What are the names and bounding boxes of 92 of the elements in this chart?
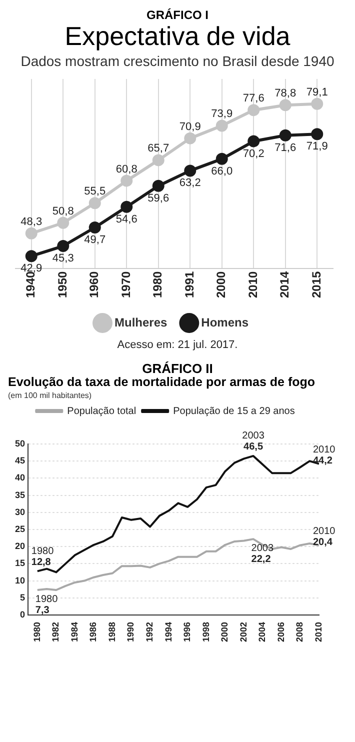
x-tick-label: 1992 [144, 622, 155, 642]
point [25, 250, 38, 262]
x-tick-label: 2006 [276, 622, 286, 642]
y-tick-label: 45 [14, 456, 26, 466]
data-label: 70,2 [242, 147, 264, 160]
chart-subtitle: (em 100 mil habitantes) [8, 391, 93, 400]
legend-label: Homens [201, 314, 249, 329]
data-label: 65,7 [148, 142, 170, 154]
text: GRÁFICO II [141, 360, 214, 376]
x-tick-label: 1996 [182, 622, 192, 642]
y-tick-label: 30 [14, 507, 26, 518]
y-tick-label: 40 [14, 473, 26, 484]
x-tick-label: 2002 [238, 622, 248, 642]
x-tick-label: 1980 [32, 622, 42, 642]
annotation: 2010 44,2 [313, 444, 336, 467]
point [248, 104, 260, 116]
data-label: 45,3 [52, 252, 74, 264]
y-tick-label: 10 [14, 576, 26, 586]
x-tick-label: 1990 [126, 622, 136, 642]
x-tick-label: 1998 [200, 622, 211, 642]
point [152, 154, 164, 166]
x-tick-label: 2014 [278, 270, 292, 298]
point [184, 164, 196, 176]
x-tick-label: 1950 [55, 270, 70, 298]
x-tick-label: 1988 [106, 622, 117, 642]
data-label: 55,5 [84, 185, 106, 198]
x-tick-label: 2008 [294, 622, 305, 642]
legend-label: Mulheres [114, 314, 168, 329]
data-label: 50,8 [52, 204, 74, 217]
annotation: 2003 22,2 [251, 543, 274, 566]
point [120, 200, 133, 212]
point [279, 128, 292, 141]
text: GRÁFICO I [146, 8, 210, 22]
point [57, 216, 70, 228]
x-tick-label: 2010 [246, 270, 260, 298]
x-tick-label: 2015 [309, 270, 324, 298]
data-label: 66,0 [211, 165, 233, 178]
point [120, 174, 133, 186]
y-tick-label: 15 [14, 558, 26, 569]
x-tick-label: 2004 [257, 622, 268, 642]
point [25, 226, 38, 239]
x-tick-label: 1980 [150, 270, 165, 298]
data-label: 77,6 [242, 92, 264, 104]
x-tick-label: 1984 [69, 622, 80, 642]
y-tick-label: 35 [14, 490, 26, 500]
data-label: 71,6 [274, 141, 296, 154]
annotation: 2010 20,4 [313, 526, 336, 548]
x-tick-label: 1970 [118, 270, 133, 298]
data-label: 63,2 [179, 176, 201, 189]
point [88, 196, 101, 209]
point [184, 132, 196, 144]
annotation: 1980 12,8 [31, 546, 54, 568]
data-label: 70,9 [179, 120, 201, 132]
x-tick-label: 1960 [87, 270, 102, 298]
point [311, 97, 324, 110]
annotation: 2003 46,5 [242, 431, 265, 454]
x-tick-label: 2000 [220, 622, 230, 642]
point [279, 98, 292, 111]
y-tick-label: 25 [14, 524, 26, 534]
legend-label: População total [67, 406, 136, 418]
annotation: 1980 7,3 [35, 594, 58, 616]
data-label: 73,9 [211, 108, 233, 120]
x-tick-label: 2010 [313, 622, 324, 642]
legend-label: População de 15 a 29 anos [173, 406, 295, 418]
y-tick-label: 20 [14, 541, 26, 552]
point [216, 152, 228, 165]
data-label: 60,8 [116, 162, 138, 175]
chart-subtitle: Dados mostram crescimento no Brasil desde 1940 [20, 52, 336, 69]
x-tick-label: 1991 [182, 270, 196, 298]
point [216, 119, 228, 132]
chart-title: Expectativa de vida [64, 21, 292, 51]
data-label: 49,7 [84, 234, 106, 246]
x-tick-label: 1994 [163, 622, 174, 642]
point [152, 179, 164, 192]
text: Acesso em: 21 jul. 2017. [116, 338, 239, 351]
y-tick-label: 50 [14, 438, 26, 449]
y-tick-label: 0 [20, 610, 26, 620]
x-tick-label: 1986 [88, 622, 98, 642]
data-label: 71,9 [306, 140, 328, 152]
y-tick-label: 5 [20, 592, 26, 603]
data-label: 48,3 [20, 216, 42, 228]
data-label: 79,1 [306, 86, 328, 98]
point [311, 128, 324, 140]
point [248, 134, 260, 147]
point [88, 221, 101, 234]
chart-title: Evolução da taxa de mortalidade por armas de fogo [8, 374, 316, 390]
x-tick-label: 1982 [50, 622, 61, 642]
point [57, 240, 70, 252]
data-label: 54,6 [116, 213, 138, 226]
x-tick-label: 2000 [214, 270, 228, 298]
data-label: 78,8 [274, 87, 296, 100]
data-label: 59,6 [148, 192, 170, 204]
